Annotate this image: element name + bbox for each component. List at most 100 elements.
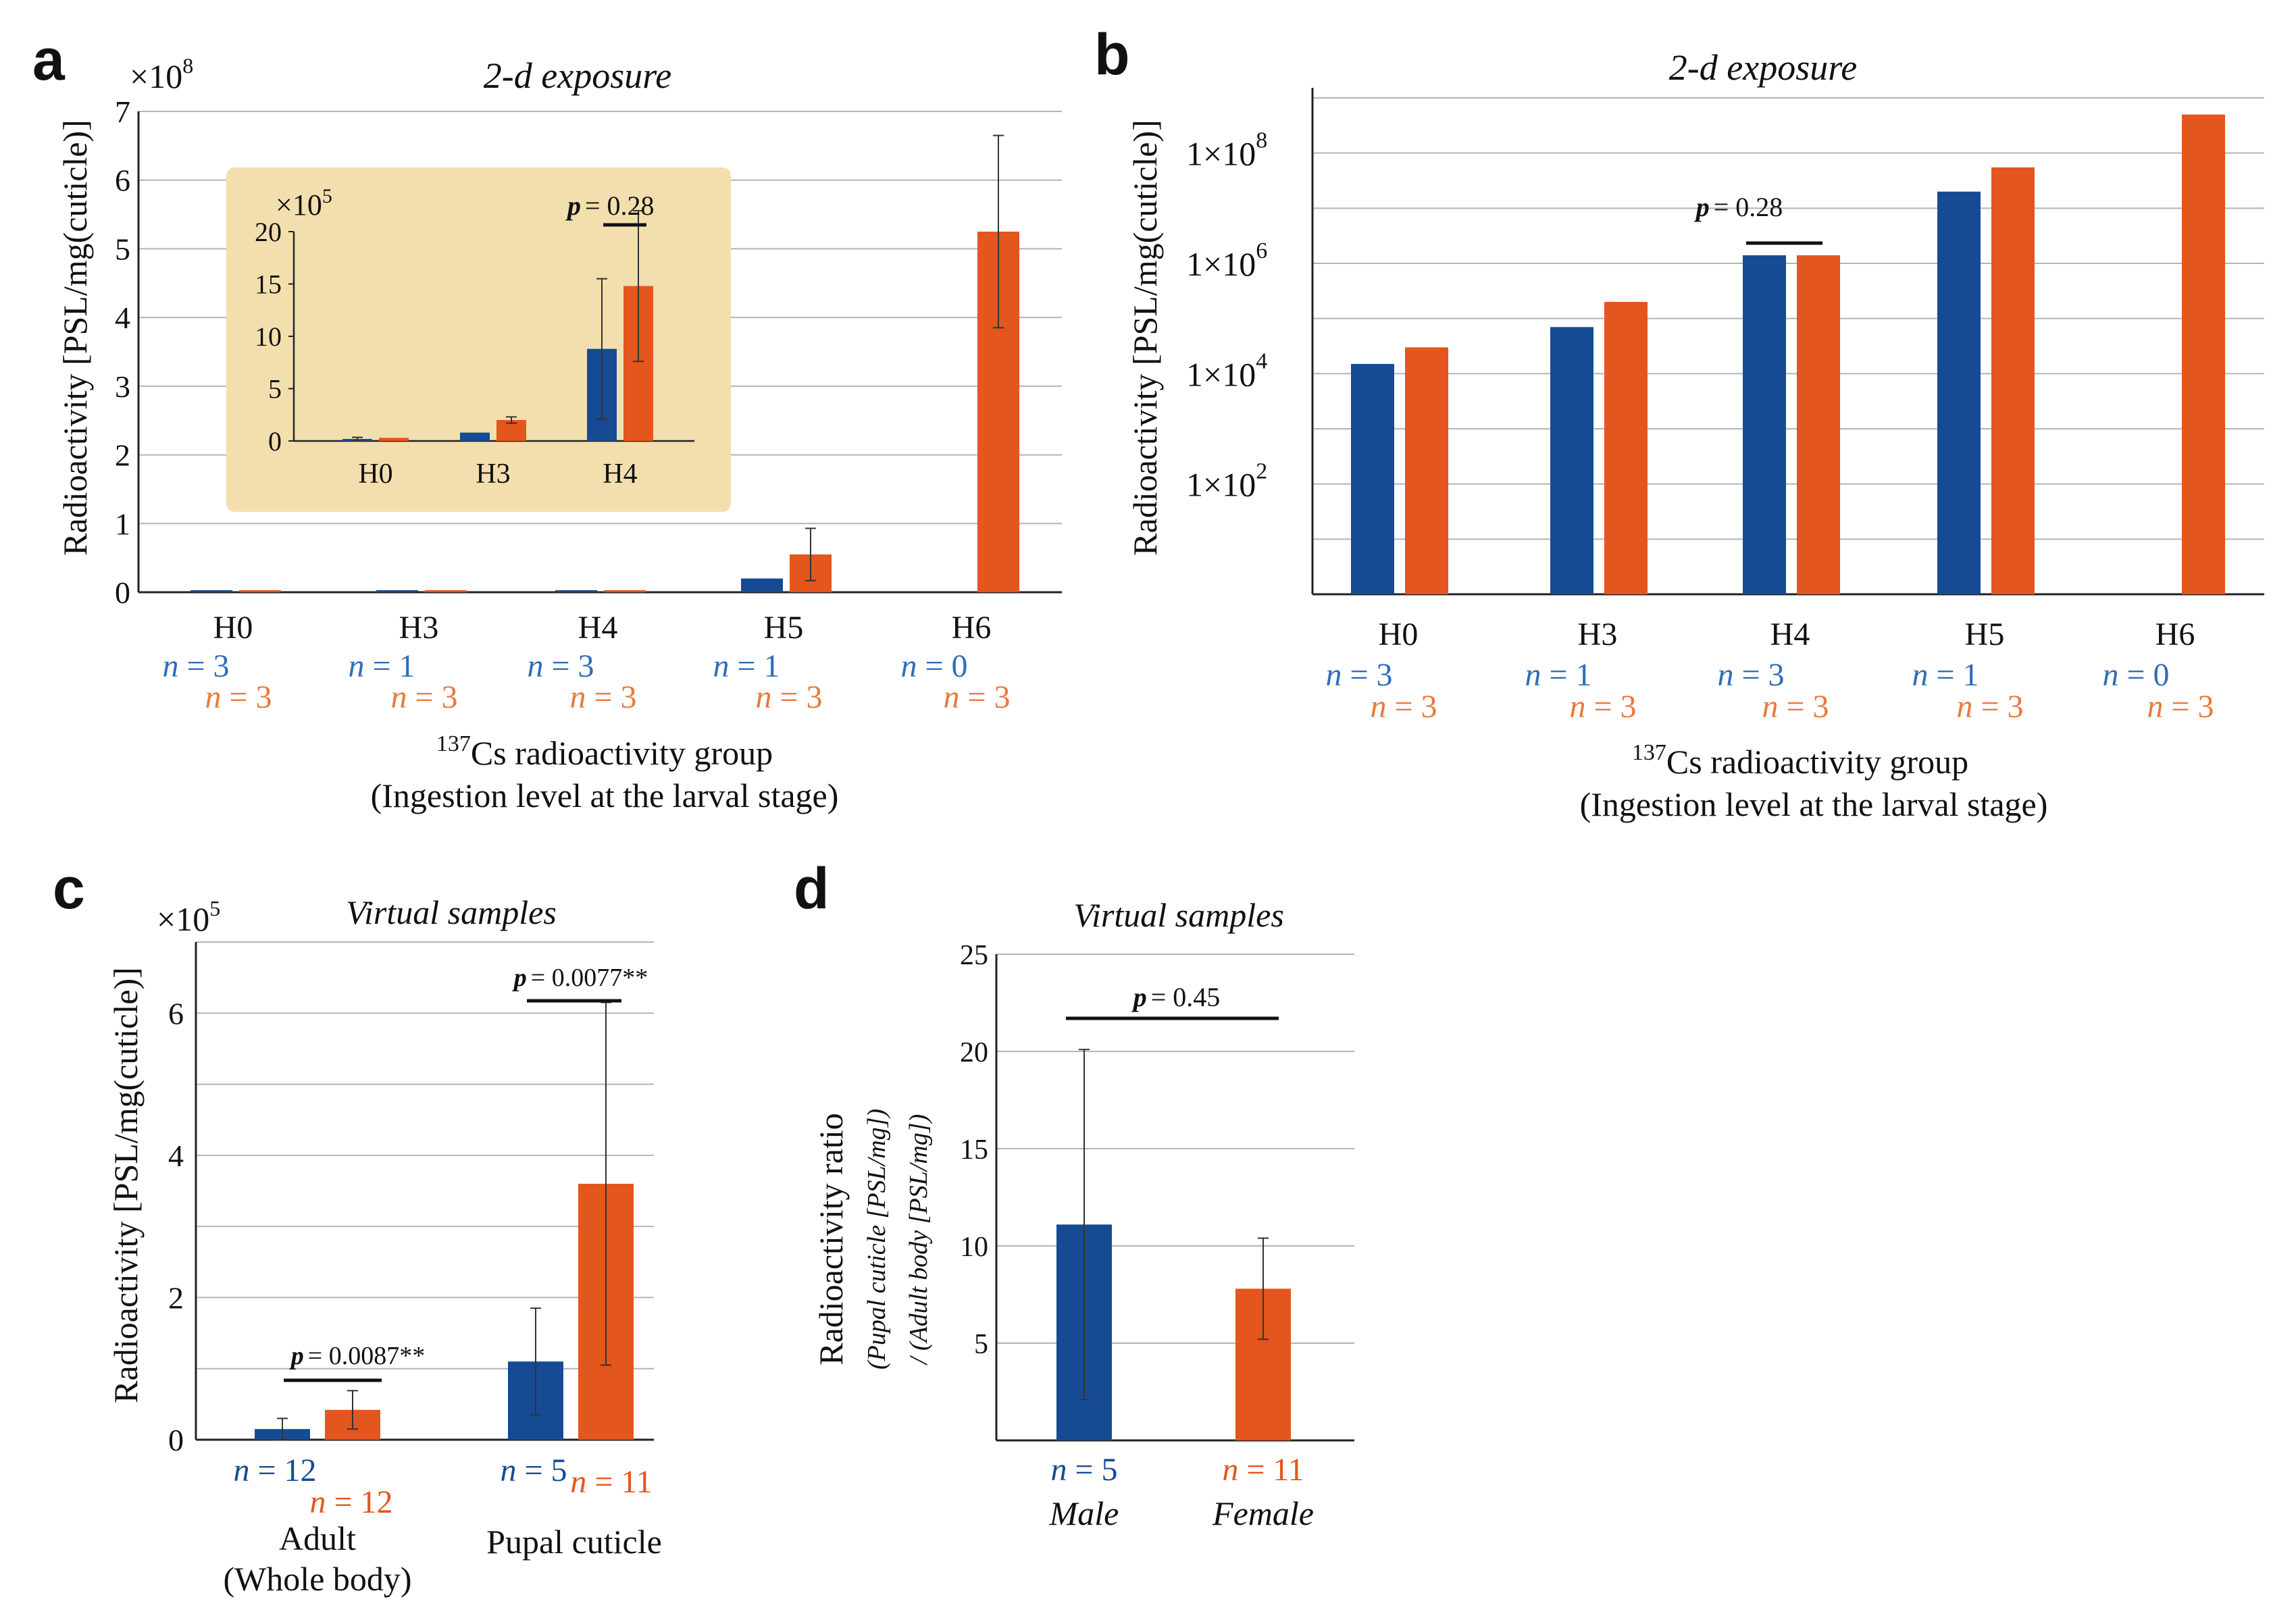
ytick-label: 4 [115, 301, 130, 335]
panel-d-ytick-labels: 5 10 15 20 25 [960, 940, 988, 1360]
panel-a-title: 2-d exposure [484, 55, 671, 96]
panel-d-letter: d [794, 856, 830, 921]
ytick-label: 7 [115, 95, 130, 129]
ytick-label: 4 [168, 1139, 184, 1173]
bar-female-H3 [425, 590, 467, 592]
panel-c-ylabel: Radioactivity [PSL/mg(cuticle)] [107, 967, 145, 1403]
panel-b: b 2-d exposure Radioactivity [PSL/mg(cut… [1094, 22, 2264, 823]
panel-c-ytick-labels: 0 2 4 6 [168, 996, 184, 1457]
ytick-label: 6 [168, 996, 184, 1030]
n-label-male-H4: n = 3 [1717, 657, 1784, 693]
bar-female-H5 [1991, 167, 2035, 595]
inset-ytick-label: 5 [268, 374, 282, 404]
category-sublabel-adult: (Whole body) [223, 1560, 411, 1598]
n-label-male: n = 5 [1050, 1452, 1117, 1488]
category-label-H3: H3 [1578, 617, 1618, 652]
panel-b-p-value: p = 0.28 [1694, 192, 1783, 222]
bar-female-H0 [239, 590, 281, 592]
category-label-H6: H6 [952, 610, 992, 646]
bar-male-H0 [190, 590, 232, 592]
ytick-label-1e2: 1×102 [1186, 459, 1267, 504]
bar-male-H3 [1550, 327, 1593, 594]
category-label-pupal-cuticle: Pupal cuticle [486, 1523, 662, 1561]
bar-male-H5 [1937, 191, 1981, 594]
n-label-female-H4: n = 3 [1762, 689, 1829, 725]
n-label-male-H5: n = 1 [1912, 657, 1979, 693]
n-label-female: n = 11 [1222, 1452, 1304, 1488]
ytick-label: 25 [960, 940, 988, 971]
category-label-H0: H0 [1379, 617, 1419, 652]
panel-d-ylabel-line2: (Pupal cuticle [PSL/mg]) [863, 1109, 891, 1369]
category-label-H4: H4 [1770, 617, 1810, 652]
panel-c-title: Virtual samples [346, 893, 557, 931]
ytick-label: 5 [974, 1329, 988, 1360]
panel-d-bars [1056, 1016, 1291, 1440]
category-label-H5: H5 [1965, 617, 2005, 652]
panel-a-bars [190, 134, 1019, 592]
n-label-male-Pupal cuticle: n = 5 [500, 1453, 567, 1488]
panel-b-bars [1351, 114, 2225, 595]
bar-male-H5 [741, 578, 783, 592]
panel-d-p-value: p = 0.45 [1131, 982, 1221, 1012]
n-label-female-Pupal cuticle: n = 11 [570, 1464, 652, 1500]
inset-bar-male-H3 [460, 432, 490, 441]
bar-female-H4 [604, 590, 646, 592]
ytick-label: 2 [168, 1280, 184, 1315]
bar-female-H3 [1604, 302, 1648, 594]
inset-category-label-H3: H3 [476, 459, 510, 490]
panel-d-category-labels: n = 5 Male n = 11 Female [1049, 1452, 1314, 1532]
ytick-label: 0 [168, 1423, 184, 1457]
panel-c-scale: ×105 [157, 896, 220, 938]
n-label-female-H3: n = 3 [1569, 689, 1636, 725]
n-label-male-H4: n = 3 [527, 648, 594, 684]
category-label-H3: H3 [399, 610, 439, 646]
ytick-label-1e6: 1×106 [1186, 238, 1267, 283]
panel-a: a ×108 2-d exposure Radioactivity [PSL/m… [32, 28, 1062, 814]
panel-b-xlabel-line2: (Ingestion level at the larval stage) [1580, 785, 2048, 823]
n-label-male-H5: n = 1 [713, 648, 780, 684]
ytick-label: 0 [115, 575, 130, 610]
ytick-label: 3 [115, 369, 130, 404]
n-label-female-H6: n = 3 [2147, 689, 2214, 725]
n-label-male-H0: n = 3 [162, 648, 229, 684]
n-label-female-H0: n = 3 [1370, 689, 1437, 725]
category-label-H5: H5 [764, 610, 804, 646]
panel-c: c ×105 Virtual samples Radioactivity [PS… [53, 856, 662, 1598]
ytick-label-1e8: 1×108 [1186, 128, 1267, 173]
panel-d-title: Virtual samples [1073, 896, 1284, 934]
inset-bars [288, 210, 694, 442]
panel-c-bars [255, 999, 634, 1440]
panel-c-letter: c [53, 856, 85, 921]
ytick-label: 2 [115, 438, 130, 473]
n-label-female-H4: n = 3 [569, 679, 636, 715]
ytick-label: 1 [115, 506, 130, 541]
n-label-female-H3: n = 3 [390, 679, 457, 715]
category-label-female: Female [1212, 1494, 1314, 1532]
ytick-label: 15 [960, 1134, 988, 1166]
bar-female-H6 [2182, 114, 2225, 595]
inset-p-value: p = 0.28 [565, 190, 655, 221]
panel-a-inset: ×105 0 5 10 15 20 H0 H3 H4 p = 0.28 [226, 167, 731, 512]
bar-male-H4 [555, 590, 597, 592]
panel-a-ytick-labels: 0 1 2 3 4 5 6 7 [115, 95, 130, 610]
category-label-H6: H6 [2155, 617, 2195, 652]
panel-c-p-value-pupal: p = 0.0077** [512, 964, 648, 992]
inset-ytick-label: 0 [268, 426, 282, 456]
panel-b-title: 2-d exposure [1669, 47, 1857, 88]
bar-male-H4 [1743, 255, 1786, 594]
n-label-female-H0: n = 3 [205, 679, 272, 715]
n-label-female-H5: n = 3 [755, 679, 822, 715]
inset-category-label-H0: H0 [358, 459, 392, 490]
n-label-female-H5: n = 3 [1956, 689, 2023, 725]
panel-a-xlabel-line2: (Ingestion level at the larval stage) [371, 777, 839, 814]
panel-d-ylabel-line3: / (Adult body [PSL/mg]) [904, 1114, 933, 1365]
inset-ytick-labels: 0 5 10 15 20 [255, 217, 282, 456]
n-label-male-H3: n = 1 [1525, 657, 1591, 693]
ytick-label-1e4: 1×104 [1186, 348, 1267, 393]
n-label-male-H3: n = 1 [348, 648, 415, 684]
category-label-male: Male [1049, 1494, 1119, 1532]
bar-male-H0 [1351, 363, 1394, 594]
